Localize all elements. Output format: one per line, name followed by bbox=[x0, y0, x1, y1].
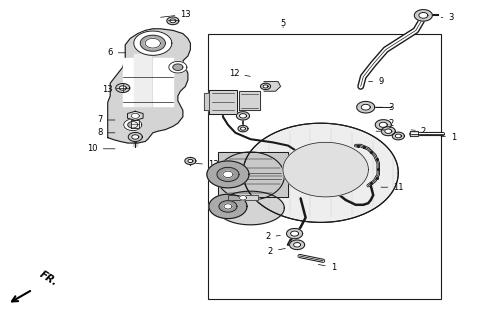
Polygon shape bbox=[264, 82, 281, 91]
Polygon shape bbox=[207, 161, 249, 188]
Text: 7: 7 bbox=[97, 116, 115, 124]
Polygon shape bbox=[287, 228, 303, 239]
Polygon shape bbox=[283, 142, 368, 197]
Polygon shape bbox=[239, 114, 246, 118]
Polygon shape bbox=[217, 167, 239, 181]
Polygon shape bbox=[385, 129, 392, 133]
Polygon shape bbox=[261, 83, 271, 90]
Text: FR.: FR. bbox=[38, 269, 59, 288]
Polygon shape bbox=[209, 90, 237, 114]
Polygon shape bbox=[218, 152, 288, 197]
Polygon shape bbox=[153, 58, 173, 106]
Polygon shape bbox=[375, 120, 391, 130]
Text: 2: 2 bbox=[411, 127, 426, 136]
Polygon shape bbox=[116, 84, 130, 92]
Polygon shape bbox=[169, 61, 187, 73]
Polygon shape bbox=[134, 54, 151, 106]
Text: 13: 13 bbox=[161, 10, 191, 19]
Polygon shape bbox=[238, 125, 248, 132]
Text: 9: 9 bbox=[369, 77, 383, 86]
Polygon shape bbox=[124, 119, 142, 131]
Polygon shape bbox=[224, 204, 232, 209]
Polygon shape bbox=[381, 127, 395, 136]
Polygon shape bbox=[127, 111, 143, 120]
Polygon shape bbox=[170, 19, 176, 23]
Text: 2: 2 bbox=[376, 127, 393, 136]
Text: 10: 10 bbox=[87, 144, 115, 153]
Polygon shape bbox=[123, 58, 133, 106]
Polygon shape bbox=[294, 243, 301, 247]
Polygon shape bbox=[410, 131, 418, 136]
Text: 13: 13 bbox=[102, 85, 125, 94]
Text: 8: 8 bbox=[97, 128, 115, 137]
Polygon shape bbox=[239, 91, 260, 110]
Text: 2: 2 bbox=[266, 232, 280, 241]
Polygon shape bbox=[243, 123, 398, 222]
Text: 3: 3 bbox=[376, 103, 394, 112]
Polygon shape bbox=[414, 10, 432, 21]
Polygon shape bbox=[379, 122, 387, 127]
Text: 13: 13 bbox=[196, 160, 218, 169]
Polygon shape bbox=[108, 29, 190, 143]
Text: 3: 3 bbox=[441, 13, 454, 22]
Polygon shape bbox=[236, 112, 249, 120]
Polygon shape bbox=[240, 127, 245, 130]
Polygon shape bbox=[419, 12, 428, 18]
Polygon shape bbox=[357, 101, 375, 113]
Polygon shape bbox=[128, 132, 142, 141]
Polygon shape bbox=[239, 196, 246, 200]
Polygon shape bbox=[167, 17, 179, 25]
Text: 1: 1 bbox=[318, 263, 336, 272]
Polygon shape bbox=[145, 38, 160, 48]
Text: 11: 11 bbox=[381, 183, 404, 192]
Polygon shape bbox=[185, 157, 196, 164]
Polygon shape bbox=[217, 191, 284, 225]
Polygon shape bbox=[119, 86, 126, 90]
Polygon shape bbox=[263, 85, 268, 88]
Polygon shape bbox=[361, 104, 370, 110]
Polygon shape bbox=[395, 134, 401, 138]
Polygon shape bbox=[131, 113, 139, 118]
Polygon shape bbox=[132, 135, 139, 139]
Polygon shape bbox=[204, 93, 209, 110]
Polygon shape bbox=[173, 64, 183, 70]
Polygon shape bbox=[290, 240, 305, 250]
Polygon shape bbox=[209, 194, 247, 219]
Text: 2: 2 bbox=[268, 247, 286, 256]
Polygon shape bbox=[291, 231, 299, 236]
Text: 4: 4 bbox=[215, 101, 230, 110]
Text: 1: 1 bbox=[441, 133, 456, 142]
Bar bbox=[208, 34, 441, 299]
Polygon shape bbox=[140, 35, 165, 51]
Polygon shape bbox=[392, 132, 404, 140]
Polygon shape bbox=[128, 122, 138, 128]
Polygon shape bbox=[217, 152, 284, 200]
Polygon shape bbox=[228, 195, 258, 200]
Polygon shape bbox=[188, 159, 193, 163]
Text: 6: 6 bbox=[107, 48, 125, 57]
Text: 12: 12 bbox=[229, 69, 250, 78]
Text: 2: 2 bbox=[376, 119, 393, 128]
Text: 5: 5 bbox=[281, 20, 286, 28]
Polygon shape bbox=[134, 31, 172, 55]
Polygon shape bbox=[223, 171, 233, 178]
Polygon shape bbox=[131, 120, 139, 128]
Polygon shape bbox=[219, 201, 237, 212]
